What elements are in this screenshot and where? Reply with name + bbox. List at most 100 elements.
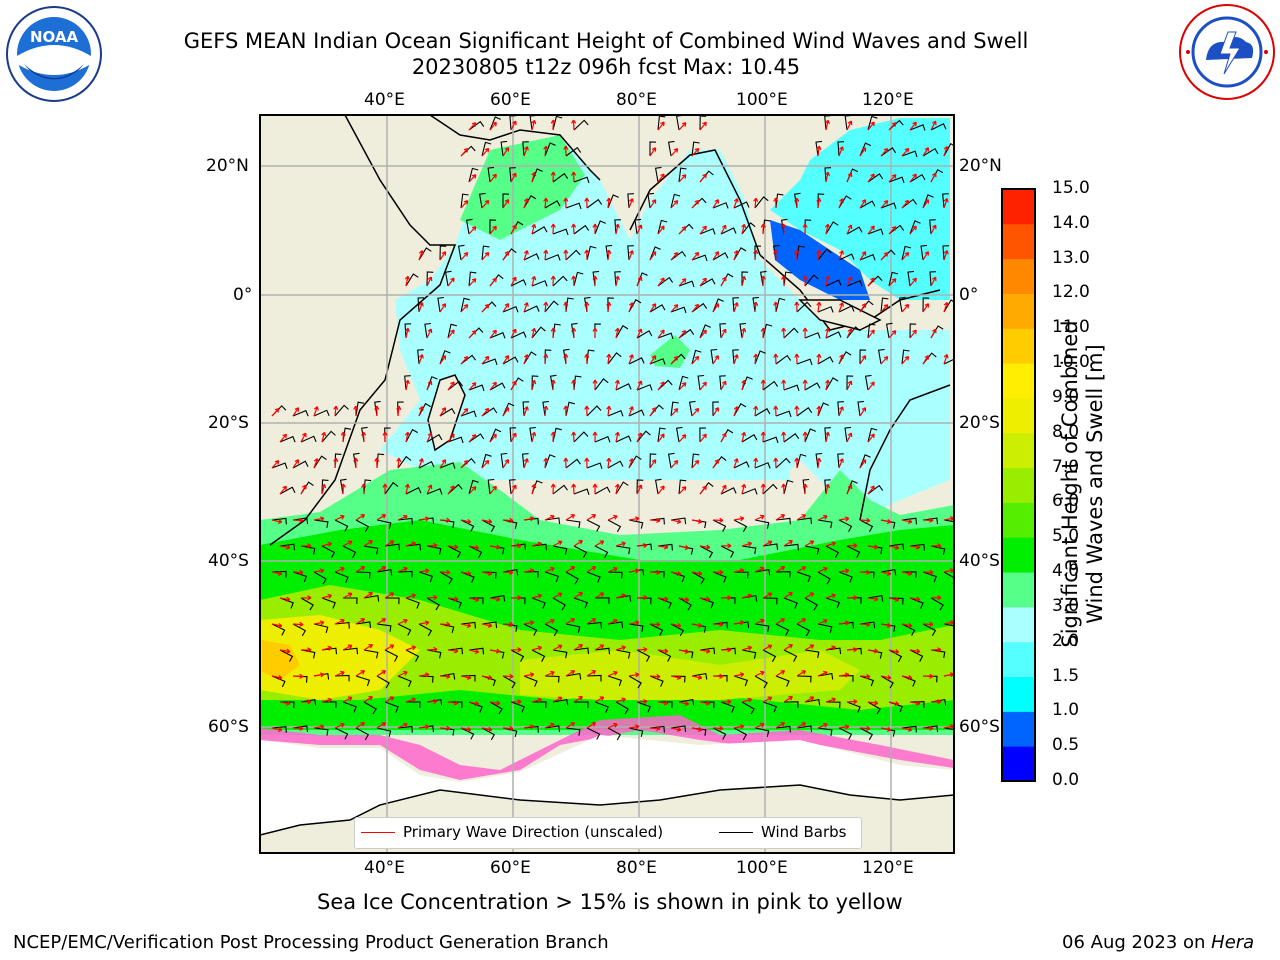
wind-barb [943,142,954,157]
wave-direction-arrow [543,301,549,313]
wave-direction-arrow [531,275,537,287]
wind-barb [909,220,921,235]
wave-direction-arrow [678,122,687,131]
wave-direction-arrow [586,618,597,625]
wind-barb [867,594,884,602]
wave-direction-arrow [279,700,291,706]
wind-barb [321,597,336,609]
wind-barb [628,727,644,737]
wave-direction-arrow [355,670,366,677]
wave-direction-arrow [531,593,543,599]
wave-direction-arrow [573,696,583,703]
colorbar-tick-label: 0.0 [1052,770,1080,790]
wind-barb [762,323,773,339]
wave-direction-arrow [880,674,892,680]
wind-barb [846,701,861,713]
wind-barb [607,571,623,579]
left-tick-60s: 60°S [208,717,249,737]
wind-barb [489,701,503,715]
wave-direction-arrow [384,592,395,599]
wave-direction-arrow [657,544,669,550]
wind-barb [448,701,463,709]
wave-direction-arrow [571,327,577,339]
wind-barb [901,517,918,525]
wind-barb [636,330,653,339]
wind-barb [733,403,747,417]
wind-barb [649,725,665,733]
wave-direction-arrow [584,197,590,209]
wind-barb [796,675,812,683]
wind-barb [846,375,854,391]
wave-direction-arrow [502,569,514,576]
wave-direction-arrow [426,276,433,287]
wave-direction-arrow [773,249,779,261]
wave-direction-arrow [292,673,304,679]
colorbar-title-line2: Wind Waves and Swell [m] [1083,344,1107,624]
wave-direction-arrow [418,724,430,730]
wave-direction-arrow [523,354,529,365]
wind-barb [334,571,349,584]
wave-direction-arrow [930,699,942,705]
wind-barb [649,517,665,525]
wave-direction-arrow [733,198,739,209]
wave-direction-arrow [783,592,793,599]
wave-direction-arrow [720,484,727,495]
wind-barb [374,400,381,417]
wave-direction-arrow [355,618,366,625]
wind-barb [741,488,758,495]
wind-barb [607,621,624,629]
wave-direction-arrow [922,303,929,313]
wave-direction-arrow [460,200,469,209]
wave-direction-arrow [773,197,779,209]
wave-direction-arrow [313,724,325,730]
wave-direction-arrow [678,544,690,550]
colorbar-tick-label: 11.0 [1052,317,1090,338]
wind-barb [670,623,685,637]
wind-barb [343,597,358,605]
wind-barb [523,305,540,313]
wind-barb [355,401,365,417]
wave-direction-arrow [447,329,455,339]
wave-direction-arrow [523,458,529,469]
wind-barb [796,301,812,313]
wave-direction-arrow [691,303,700,313]
wave-direction-arrow [342,540,353,547]
wave-direction-arrow [531,431,537,443]
wave-direction-arrow [404,327,410,339]
wind-barb [732,349,739,365]
wind-barb [300,545,316,555]
wind-barb [586,727,601,740]
wave-direction-arrow [418,568,430,574]
wind-barb [762,436,779,444]
wind-barb [376,727,392,738]
wind-barb [426,433,443,443]
wind-barb [313,727,329,736]
wave-direction-arrow [783,644,793,651]
wave-direction-arrow [636,484,643,495]
wave-direction-arrow [502,355,510,365]
wave-direction-arrow [678,174,687,183]
wave-direction-arrow [586,566,597,573]
wind-barb [909,323,917,339]
wave-direction-arrow [355,514,366,521]
wave-direction-arrow [699,648,711,654]
right-tick-0: 0° [959,285,979,305]
wind-barb [867,427,878,443]
wave-direction-arrow [678,596,690,602]
legend-item-wave: Primary Wave Direction (unscaled) [361,823,663,841]
wind-barb [565,571,579,585]
wave-direction-arrow [363,592,373,599]
wave-direction-arrow [699,173,707,183]
wind-barb [815,452,823,469]
wave-direction-arrow [670,148,679,157]
wind-barb [817,727,833,736]
wind-barb [802,478,810,495]
wind-barb [838,727,853,740]
wind-barb [825,701,841,709]
wave-direction-arrow [271,570,283,576]
wind-barb [339,478,347,495]
wind-barb [460,519,475,532]
wave-direction-arrow [447,544,459,550]
wind-barb [523,351,537,365]
colorbar-tick-label: 4.0 [1052,561,1080,582]
